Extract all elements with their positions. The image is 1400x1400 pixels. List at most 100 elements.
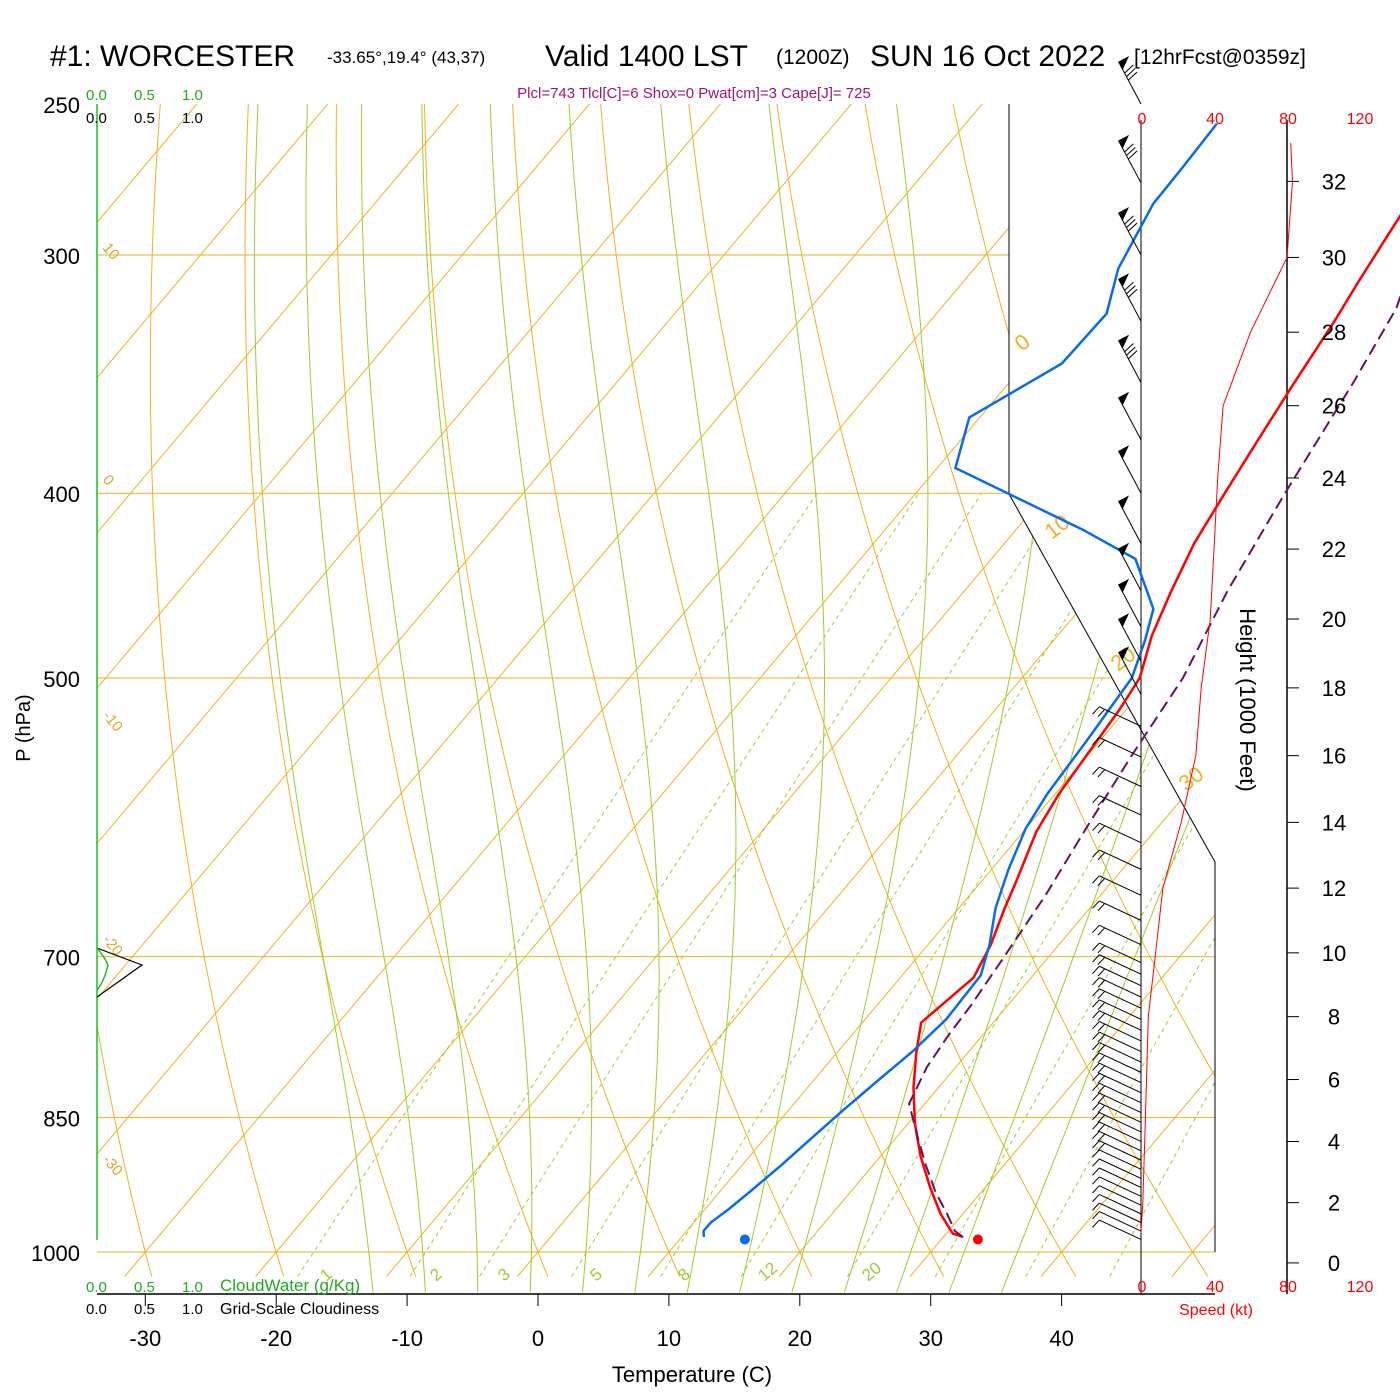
wind-barb-feather (1097, 1075, 1106, 1084)
wind-barb-feather (1127, 71, 1138, 81)
wind-barb (1092, 1102, 1142, 1123)
wind-barb-feather (1124, 215, 1134, 225)
mixing-ratio-lines (297, 492, 1215, 1277)
mixing-ratio-line (409, 492, 920, 1277)
moist-adiabat (421, 104, 533, 1293)
isotherm (386, 104, 1215, 1277)
wind-barb (1118, 542, 1142, 591)
wind-barb-feather (1092, 1052, 1100, 1061)
height-tick-label: 28 (1322, 320, 1346, 345)
isotherm-label: -30 (99, 1152, 126, 1180)
wind-barb (1092, 1158, 1142, 1179)
wind-barb-staff (1118, 618, 1142, 662)
wind-barb-feather (1092, 1121, 1100, 1130)
wind-barb (1092, 942, 1142, 963)
wind-barb (1092, 849, 1142, 870)
height-tick-label: 4 (1328, 1130, 1340, 1155)
wind-barb-feather (1127, 350, 1138, 360)
pressure-tick-label: 250 (43, 93, 80, 118)
wind-barb-staff (1099, 977, 1142, 998)
valid-time: Valid 1400 LST (545, 40, 748, 73)
cloud-scale-label: 1.0 (182, 1301, 203, 1318)
wind-barb-staff (1099, 942, 1142, 963)
mixing-ratio-label: 5 (586, 1264, 605, 1285)
cloudiness-profile (96, 947, 144, 998)
wind-barb-feather (1097, 1085, 1106, 1094)
moist-adiabat-lines (253, 104, 1215, 1293)
moist-adiabat (843, 104, 1051, 1293)
wind-barb-feather (1097, 1133, 1106, 1142)
wind-barb-staff (1099, 1176, 1142, 1197)
wind-barb (1092, 999, 1142, 1020)
wind-barb (1092, 766, 1142, 787)
wind-barb-feather (1097, 1044, 1106, 1053)
surface-temperature-marker (972, 1234, 983, 1245)
x-tick-label: 30 (918, 1326, 942, 1351)
forecast-date: SUN 16 Oct 2022 (870, 40, 1106, 73)
wind-barb-feather (1124, 143, 1134, 153)
wind-barb (1092, 954, 1142, 975)
wind-barb (1092, 1092, 1142, 1113)
forecast-run: [12hrFcst@0359z] (1134, 46, 1306, 69)
wind-barb-staff (1099, 1072, 1142, 1094)
wind-barb (1118, 391, 1142, 441)
station-coords: -33.65°,19.4° (43,37) (327, 48, 486, 67)
wind-barb-feather (1124, 281, 1134, 291)
moist-adiabat (791, 104, 929, 1293)
wind-barb-feather (1092, 1031, 1100, 1040)
mixing-ratio-line (660, 492, 1146, 1277)
wind-barb-staff (1099, 1202, 1142, 1223)
isotherm (97, 104, 212, 1277)
dry-adiabat (600, 104, 945, 1277)
wind-barb (1092, 795, 1142, 816)
height-tick-label: 26 (1322, 394, 1346, 419)
wind-barb (1092, 1211, 1142, 1232)
wind-barb (1092, 900, 1142, 921)
wind-barb (1092, 965, 1142, 987)
wind-barb-feather (1126, 219, 1136, 228)
wind-barb-feather (1092, 924, 1100, 933)
wind-barb-feather (1097, 825, 1106, 834)
wind-barb-feather (1097, 1142, 1106, 1151)
wind-barb (1118, 646, 1142, 695)
wind-barb-feather (1097, 1065, 1106, 1074)
wind-barb-staff (1099, 1121, 1142, 1142)
cloudwater-profile (96, 947, 109, 991)
parcel-line (908, 294, 1400, 1238)
wind-barb (1118, 55, 1142, 105)
wind-barb-feather (1097, 945, 1106, 954)
wind-barb-staff (1099, 924, 1142, 946)
height-tick-label: 10 (1322, 941, 1346, 966)
wind-barb (1092, 1202, 1142, 1223)
wind-barb-staff (1099, 1010, 1142, 1031)
wind-barb-feather (1092, 766, 1100, 775)
wind-barb-feather (1127, 222, 1138, 232)
pressure-tick-label: 700 (43, 946, 80, 971)
wind-barb (1118, 273, 1142, 322)
wind-barb-feather (1097, 769, 1106, 778)
dry-adiabat (335, 104, 549, 1277)
wind-barb-feather (1092, 942, 1100, 951)
cloud-scale-label: 1.0 (182, 1279, 203, 1296)
wind-barb-pennant (1118, 206, 1130, 221)
cloud-scale-label: 0.5 (134, 1301, 155, 1318)
dewpoint-line (702, 122, 1218, 1238)
wind-barb (1118, 134, 1142, 184)
height-tick-label: 20 (1322, 607, 1346, 632)
moist-adiabat (658, 104, 737, 1293)
wind-barb-feather (1092, 900, 1100, 909)
wind-barb-staff (1099, 1042, 1142, 1063)
wind-barb-staff (1099, 822, 1142, 844)
moist-adiabat (896, 104, 1195, 1293)
cloud-scale-label: 0.0 (86, 1301, 107, 1318)
wind-barb-staff (1099, 1021, 1142, 1042)
wind-barb (1092, 977, 1142, 998)
wind-barb-feather (1097, 990, 1106, 999)
wind-barb-feather (1097, 903, 1106, 912)
wind-barb (1092, 988, 1142, 1009)
wind-barb-staff (1099, 1112, 1142, 1133)
wind-barb-pennant (1118, 134, 1130, 149)
mixing-ratio-label: 2 (426, 1264, 445, 1285)
isotherm (1040, 104, 1215, 1277)
